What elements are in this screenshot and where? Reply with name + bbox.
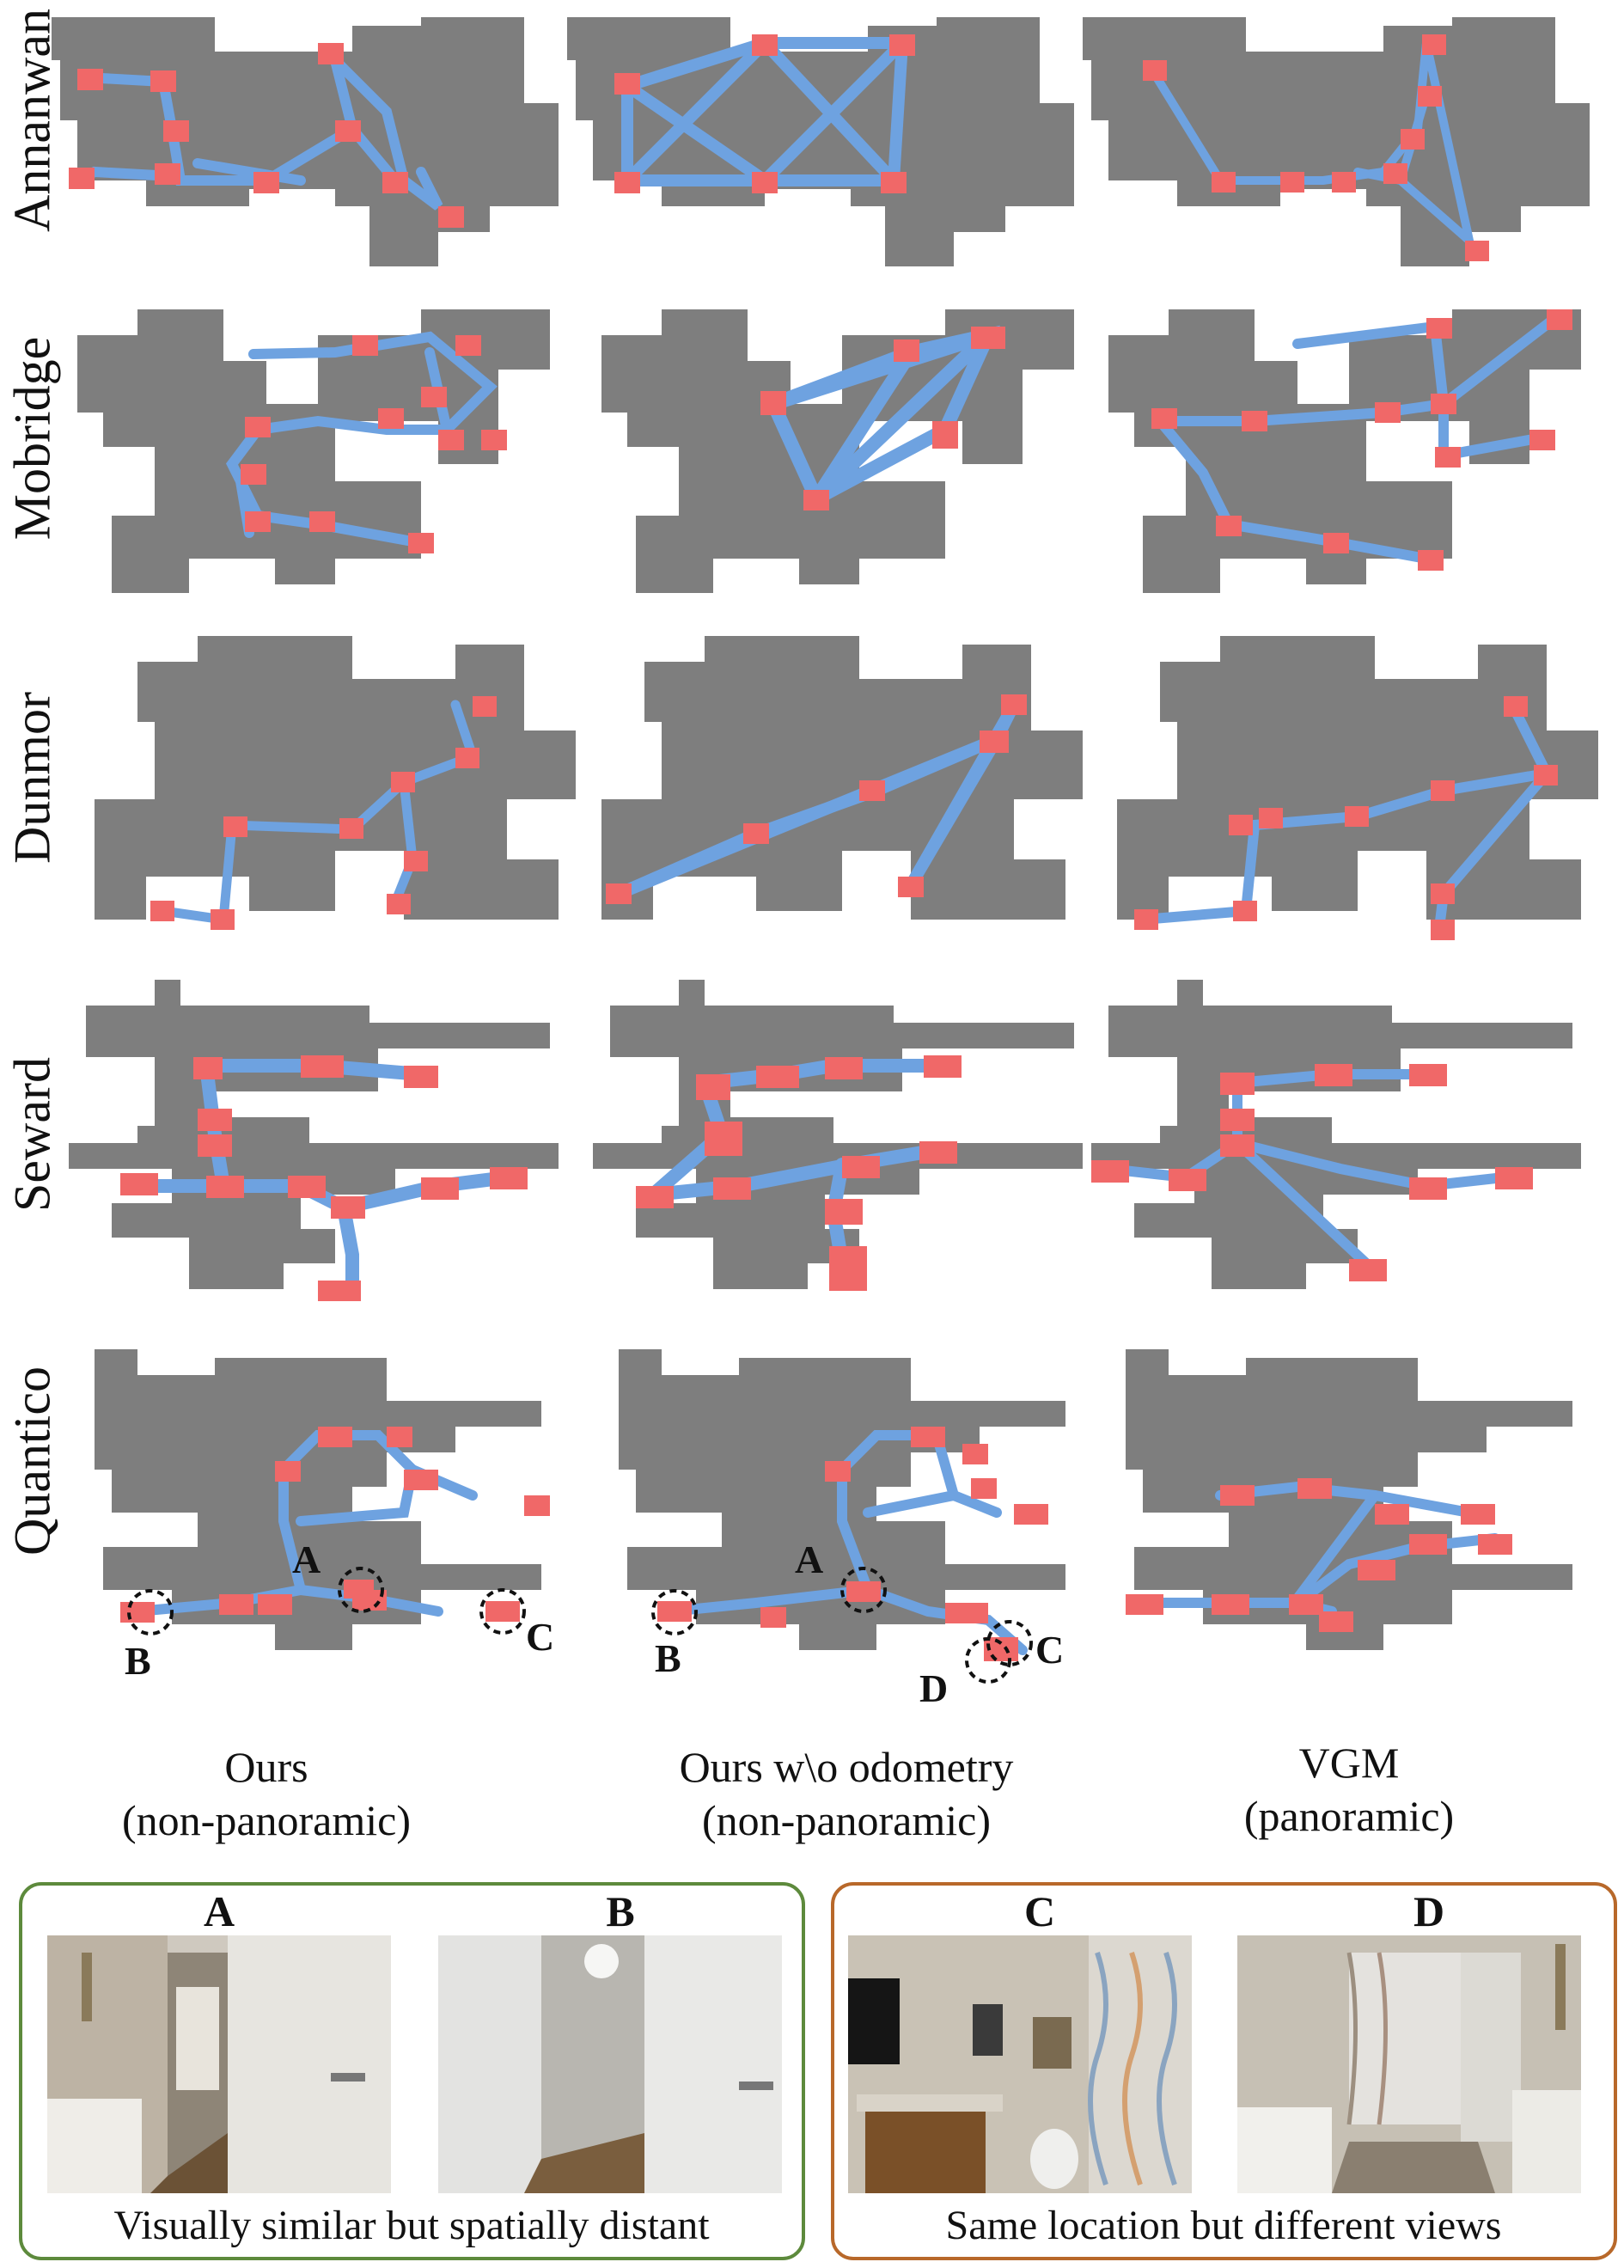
- graph-nodes: [657, 1427, 1048, 1661]
- graph-nodes: [1134, 696, 1558, 940]
- panel-seward-vgm: [1091, 980, 1581, 1289]
- row-label-dunmor: Dunmor: [3, 692, 61, 864]
- map-occupancy: [52, 17, 559, 266]
- graph-nodes: [1091, 1064, 1533, 1281]
- graph-nodes: [606, 694, 1027, 904]
- graph-nodes: [69, 43, 464, 228]
- column-caption-line: Ours w\o odometry: [679, 1743, 1014, 1791]
- row-label-annanwan: Annanwan: [3, 9, 61, 232]
- panel-annanwan-ours: [52, 17, 559, 266]
- marker-d-no-odometry: D: [919, 1666, 948, 1710]
- graph-nodes: [1151, 309, 1572, 571]
- map-occupancy: [567, 17, 1074, 266]
- bathroom-view-c-icon: [848, 1935, 1192, 2193]
- graph-nodes: [1143, 34, 1489, 261]
- row-label-seward: Seward: [3, 1057, 61, 1212]
- column-caption-no-odometry: Ours w\o odometry (non-panoramic): [680, 1740, 1014, 1847]
- panel-annanwan-vgm: [1083, 17, 1590, 266]
- panel-label-a: A: [203, 1887, 235, 1935]
- annotation-circles: [651, 1567, 1033, 1684]
- column-caption-line: Ours: [224, 1743, 308, 1791]
- graph-nodes: [760, 327, 1005, 510]
- marker-c-no-odometry: C: [1035, 1628, 1064, 1672]
- graph-edges: [665, 1430, 1028, 1655]
- graph-nodes: [1126, 1478, 1512, 1632]
- view-image-b: [438, 1935, 782, 2193]
- row-label-mobridge: Mobridge: [3, 336, 61, 541]
- column-caption-line: (non-panoramic): [122, 1796, 411, 1844]
- panel-same-location: [831, 1882, 1617, 2260]
- map-occupancy: [1083, 17, 1590, 266]
- graph-nodes: [150, 696, 497, 930]
- panel-quantico-no-odometry: [619, 1349, 1065, 1684]
- row-label-quantico: Quantico: [3, 1366, 61, 1556]
- panel-dunmor-vgm: [1117, 636, 1598, 940]
- graph-edges: [766, 325, 1000, 509]
- view-image-d: [1237, 1935, 1581, 2193]
- column-caption-line: VGM: [1298, 1739, 1400, 1787]
- panel-mobridge-ours: [77, 309, 550, 593]
- graph-nodes: [636, 1055, 962, 1291]
- column-caption-line: (panoramic): [1243, 1792, 1455, 1840]
- map-occupancy: [601, 309, 1074, 593]
- panel-annanwan-no-odometry: [567, 17, 1074, 266]
- marker-a-ours: A: [292, 1537, 321, 1581]
- panel-label-c: C: [1023, 1887, 1056, 1935]
- column-caption-line: (non-panoramic): [702, 1796, 991, 1844]
- panel-mobridge-no-odometry: [601, 309, 1074, 593]
- view-image-c: [848, 1935, 1192, 2193]
- map-occupancy: [1091, 980, 1581, 1289]
- map-occupancy: [69, 980, 559, 1289]
- panel-label-b: B: [606, 1887, 635, 1935]
- graph-nodes: [120, 1055, 528, 1301]
- panel-seward-ours: [69, 980, 559, 1301]
- column-caption-ours: Ours (non-panoramic): [122, 1740, 411, 1847]
- annotation-circles: [127, 1567, 526, 1635]
- room-view-a-icon: [47, 1935, 391, 2193]
- view-image-a: [47, 1935, 391, 2193]
- room-view-b-icon: [438, 1935, 782, 2193]
- column-caption-vgm: VGM (panoramic): [1244, 1736, 1454, 1843]
- panel-seward-no-odometry: [593, 980, 1083, 1291]
- panel-dunmor-no-odometry: [601, 636, 1083, 920]
- marker-a-no-odometry: A: [795, 1537, 823, 1581]
- graph-nodes: [614, 34, 915, 193]
- map-occupancy: [95, 636, 576, 920]
- panel-caption-left: Visually similar but spatially distant: [113, 2203, 710, 2248]
- marker-b-ours: B: [125, 1639, 151, 1683]
- graph-nodes: [241, 335, 507, 553]
- panel-visually-similar: [19, 1882, 805, 2260]
- panel-dunmor-ours: [95, 636, 576, 930]
- panel-label-d: D: [1413, 1887, 1445, 1935]
- panel-quantico-vgm: [1126, 1349, 1572, 1650]
- panel-quantico-ours: [95, 1349, 550, 1650]
- panel-mobridge-vgm: [1108, 309, 1581, 593]
- panel-caption-right: Same location but different views: [945, 2203, 1502, 2248]
- bathroom-view-d-icon: [1237, 1935, 1581, 2193]
- marker-b-no-odometry: B: [655, 1636, 681, 1680]
- marker-c-ours: C: [526, 1615, 554, 1659]
